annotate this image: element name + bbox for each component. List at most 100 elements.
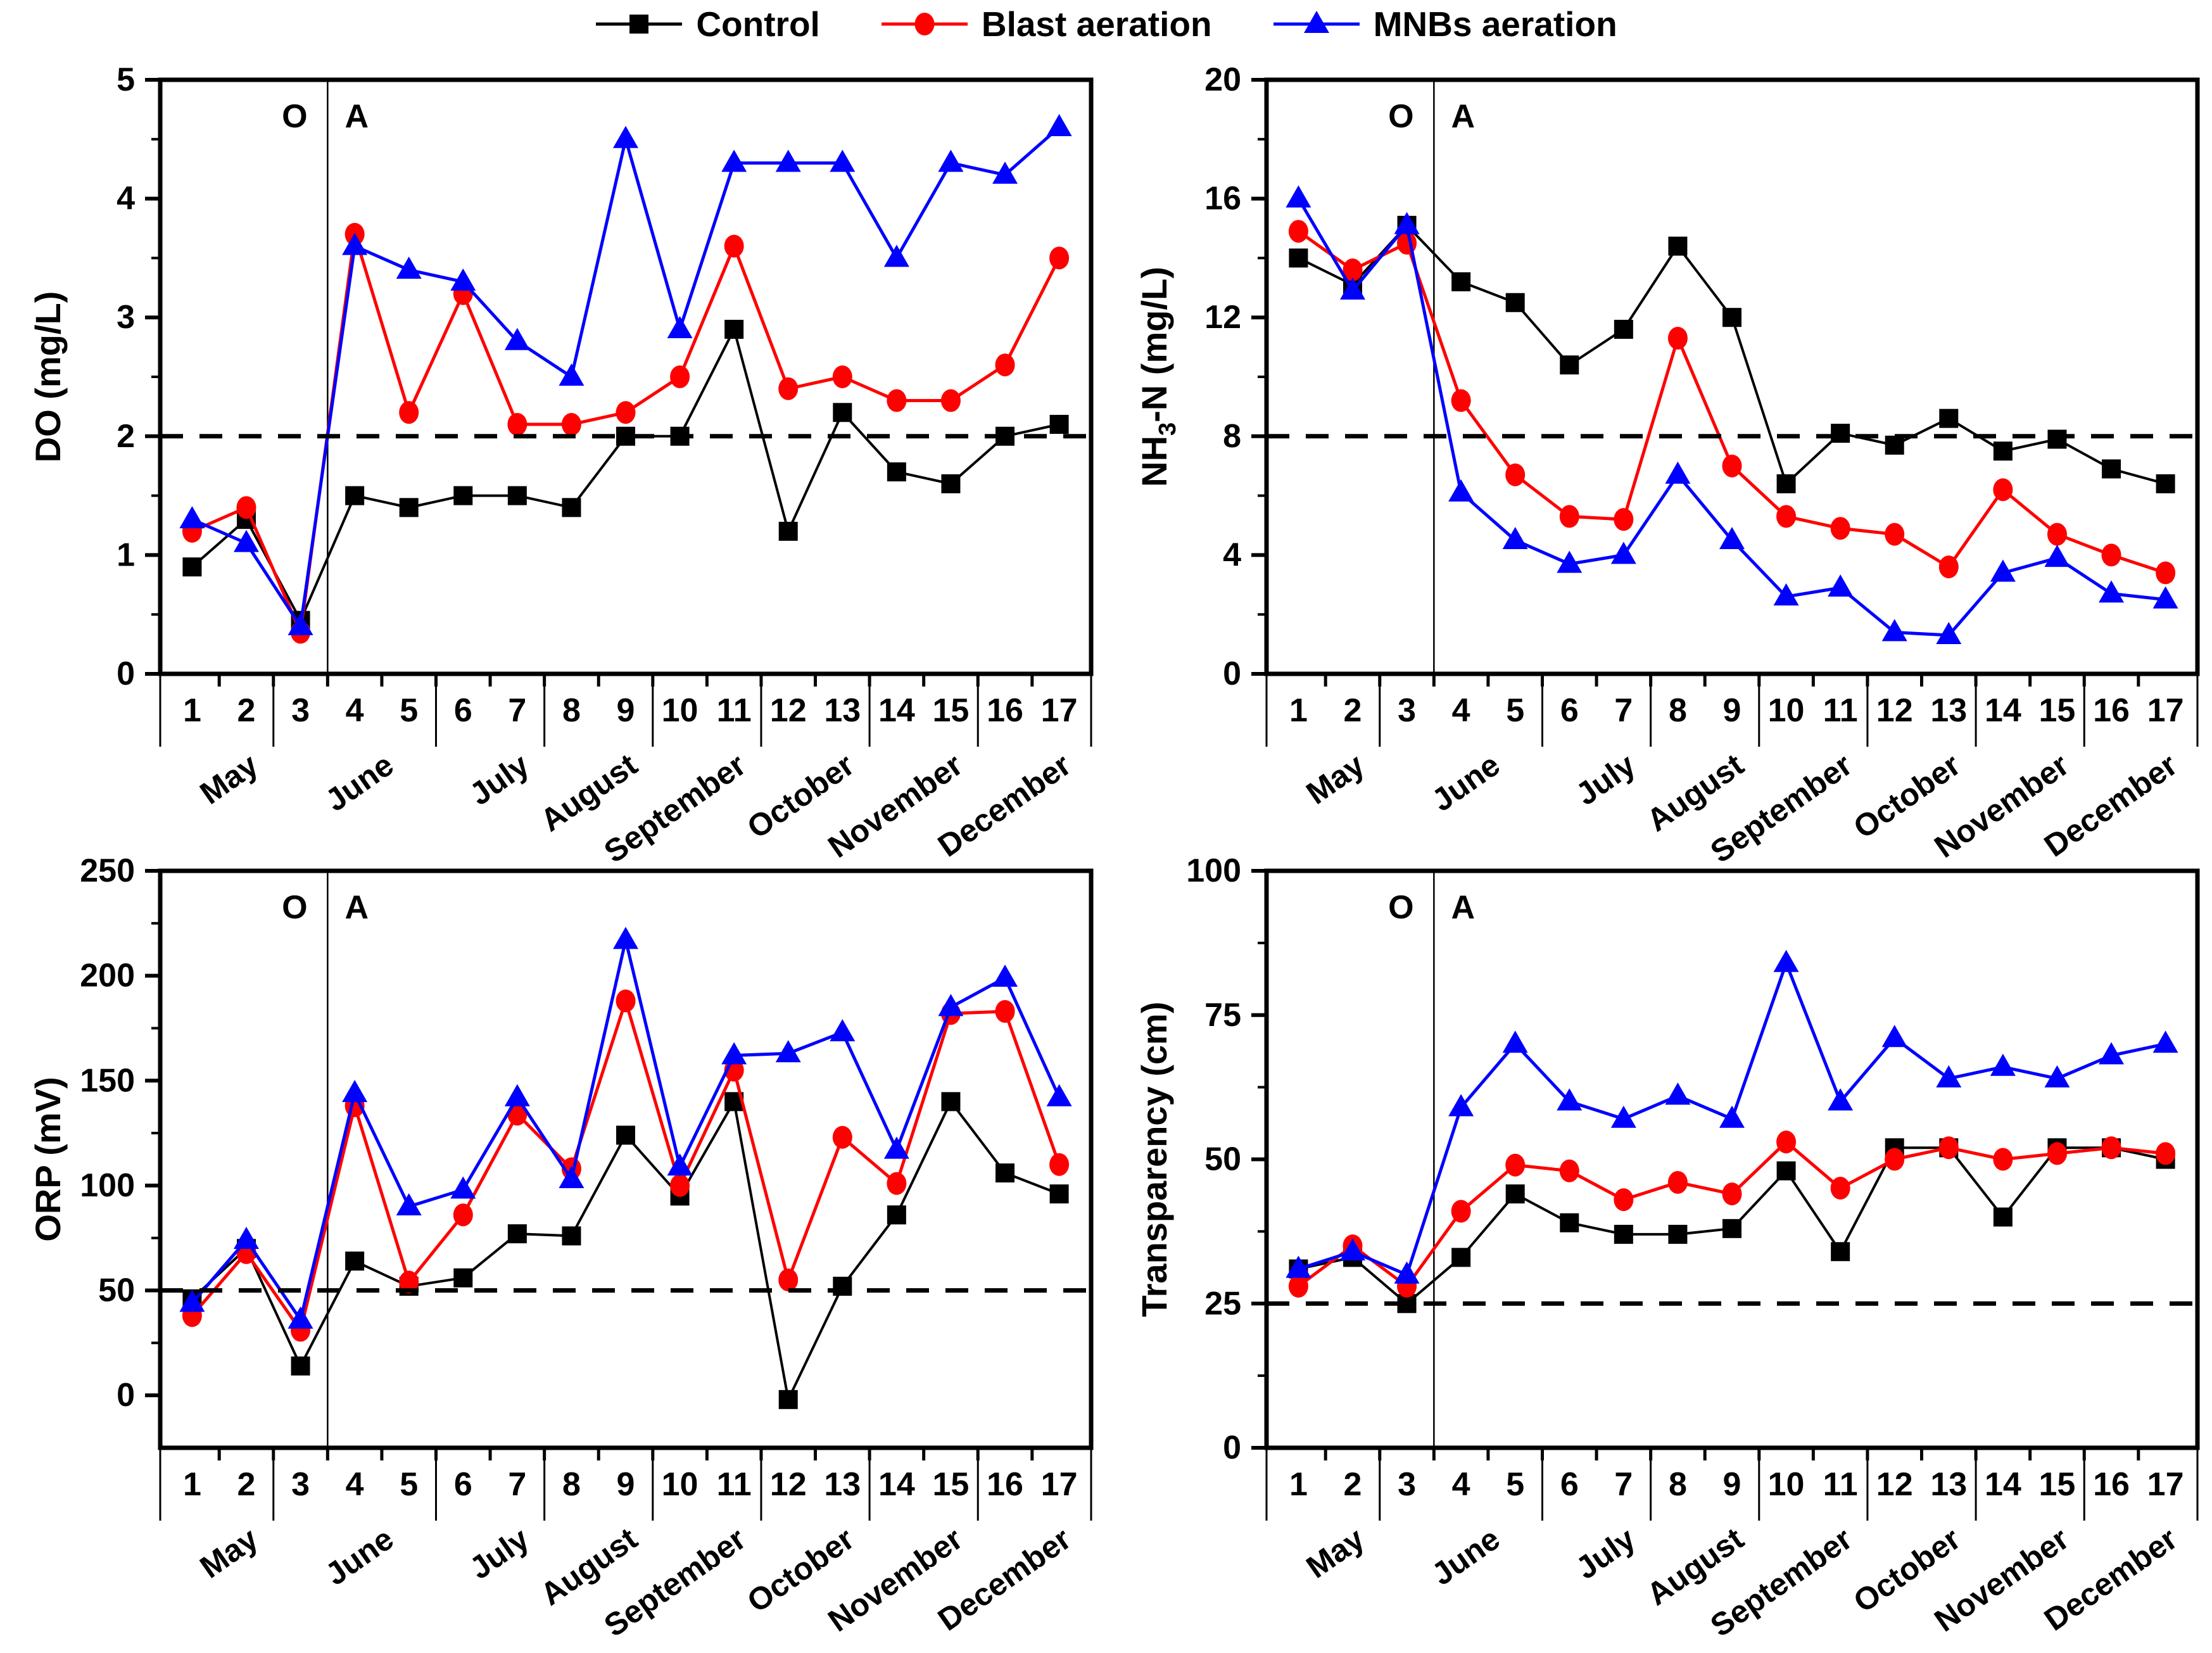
nh3n-xtick-label: 8 — [1669, 692, 1687, 729]
transparency-xtick-label: 5 — [1506, 1466, 1524, 1503]
transparency-label-before-aeration: O — [1388, 889, 1413, 926]
transparency-series-circle — [1288, 1130, 2176, 1298]
transparency-xtick-label: 10 — [1768, 1466, 1805, 1503]
transparency-ytick-label: 100 — [1186, 852, 1241, 889]
mnbs-triangle-marker-icon — [1273, 11, 1360, 33]
orp-xtick-label: 15 — [933, 1466, 970, 1503]
nh3n-month-label: July — [1569, 747, 1641, 812]
do-label-after-aeration: A — [345, 98, 369, 135]
nh3n-xtick-label: 11 — [1823, 692, 1858, 729]
nh3n-ytick-label: 20 — [1204, 61, 1241, 98]
legend-label-mnbs-aeration: MNBs aeration — [1373, 4, 1617, 44]
transparency-ytick-label: 0 — [1223, 1429, 1241, 1466]
orp-xtick-label: 11 — [717, 1466, 752, 1503]
transparency-xtick-label: 8 — [1669, 1466, 1687, 1503]
do-xtick-label: 13 — [824, 692, 861, 729]
nh3n-xtick-label: 4 — [1452, 692, 1470, 729]
nh3n-label-before-aeration: O — [1388, 98, 1413, 135]
orp-xtick-label: 13 — [824, 1466, 861, 1503]
nh3n-series-square — [1289, 215, 2175, 493]
legend-label-blast-aeration: Blast aeration — [981, 4, 1212, 44]
do-xtick-label: 10 — [662, 692, 698, 729]
transparency-ytick-label: 75 — [1204, 997, 1241, 1034]
nh3n-xtick-label: 5 — [1506, 692, 1524, 729]
nh3n-xtick-label: 10 — [1768, 692, 1805, 729]
transparency-plot-frame — [1264, 868, 2200, 1450]
transparency-xtick-label: 16 — [2093, 1466, 2130, 1503]
orp-xtick-label: 9 — [617, 1466, 635, 1503]
nh3n-ytick-label: 4 — [1223, 536, 1241, 573]
orp-ytick-label: 50 — [98, 1272, 135, 1309]
nh3n-ytick-label: 0 — [1223, 656, 1241, 692]
transparency-xtick-label: 2 — [1344, 1466, 1362, 1503]
nh3n-xtick-label: 16 — [2093, 692, 2130, 729]
transparency-xtick-label: 1 — [1289, 1466, 1308, 1503]
do-ytick-label: 5 — [117, 61, 135, 98]
nh3n-xtick-label: 17 — [2147, 692, 2184, 729]
nh3n-ytick-label: 8 — [1223, 418, 1241, 455]
do-ytick-label: 1 — [117, 536, 135, 573]
orp-xtick-label: 5 — [400, 1466, 418, 1503]
blast-circle-marker-icon — [881, 13, 968, 35]
do-xtick-label: 12 — [770, 692, 807, 729]
nh3n-xtick-label: 13 — [1930, 692, 1967, 729]
orp-xtick-label: 3 — [291, 1466, 310, 1503]
orp-xtick-label: 16 — [987, 1466, 1023, 1503]
legend-item-control: Control — [595, 4, 820, 44]
orp-ytick-label: 100 — [80, 1167, 135, 1204]
legend-label-control: Control — [696, 4, 820, 44]
do-label-before-aeration: O — [282, 98, 307, 135]
orp-series-triangle — [179, 927, 1072, 1329]
transparency-month-label: July — [1569, 1521, 1641, 1586]
do-xtick-label: 17 — [1041, 692, 1078, 729]
nh3n-xtick-label: 15 — [2039, 692, 2076, 729]
do-month-label: May — [194, 747, 265, 811]
transparency-month-label: June — [1425, 1521, 1507, 1592]
transparency-ytick-label: 50 — [1204, 1141, 1241, 1178]
orp-xtick-label: 17 — [1041, 1466, 1078, 1503]
nh3n-xtick-label: 9 — [1723, 692, 1741, 729]
do-xtick-label: 4 — [346, 692, 364, 729]
nh3n-month-label: May — [1300, 747, 1371, 811]
do-xtick-label: 2 — [237, 692, 256, 729]
orp-xtick-label: 1 — [183, 1466, 201, 1503]
do-xtick-label: 14 — [878, 692, 915, 729]
nh3n-ytick-label: 16 — [1204, 180, 1241, 217]
nh3n-series-circle — [1288, 220, 2176, 585]
orp-axis-title: ORP (mV) — [28, 1077, 68, 1241]
transparency-xtick-label: 12 — [1876, 1466, 1913, 1503]
orp-month-label: July — [463, 1521, 535, 1586]
do-ytick-label: 2 — [117, 418, 135, 455]
nh3n-month-label: June — [1425, 747, 1507, 818]
orp-xtick-label: 14 — [878, 1466, 915, 1503]
transparency-series-triangle — [1286, 949, 2178, 1284]
transparency-month-label: May — [1300, 1521, 1371, 1585]
orp-plot-frame — [158, 868, 1094, 1450]
control-square-marker-icon — [596, 15, 683, 34]
orp-ytick-label: 200 — [80, 958, 135, 994]
do-month-label: July — [463, 747, 535, 812]
orp-ytick-label: 150 — [80, 1062, 135, 1099]
legend: Control Blast aeration MNBs aeration — [0, 4, 2212, 44]
transparency-xtick-label: 13 — [1930, 1466, 1967, 1503]
nh3n-xtick-label: 1 — [1289, 692, 1308, 729]
do-xtick-label: 8 — [562, 692, 581, 729]
legend-item-mnbs-aeration: MNBs aeration — [1272, 4, 1617, 44]
nh3n-series-triangle — [1286, 185, 2178, 645]
do-xtick-label: 15 — [933, 692, 970, 729]
transparency-xtick-label: 17 — [2147, 1466, 2184, 1503]
legend-item-blast-aeration: Blast aeration — [880, 4, 1212, 44]
do-xtick-label: 7 — [508, 692, 526, 729]
do-plot-frame — [158, 77, 1094, 676]
transparency-xtick-label: 9 — [1723, 1466, 1741, 1503]
nh3n-ytick-label: 12 — [1204, 299, 1241, 336]
do-xtick-label: 11 — [717, 692, 752, 729]
orp-label-before-aeration: O — [282, 889, 307, 926]
orp-month-label: May — [194, 1521, 265, 1585]
orp-xtick-label: 4 — [346, 1466, 364, 1503]
